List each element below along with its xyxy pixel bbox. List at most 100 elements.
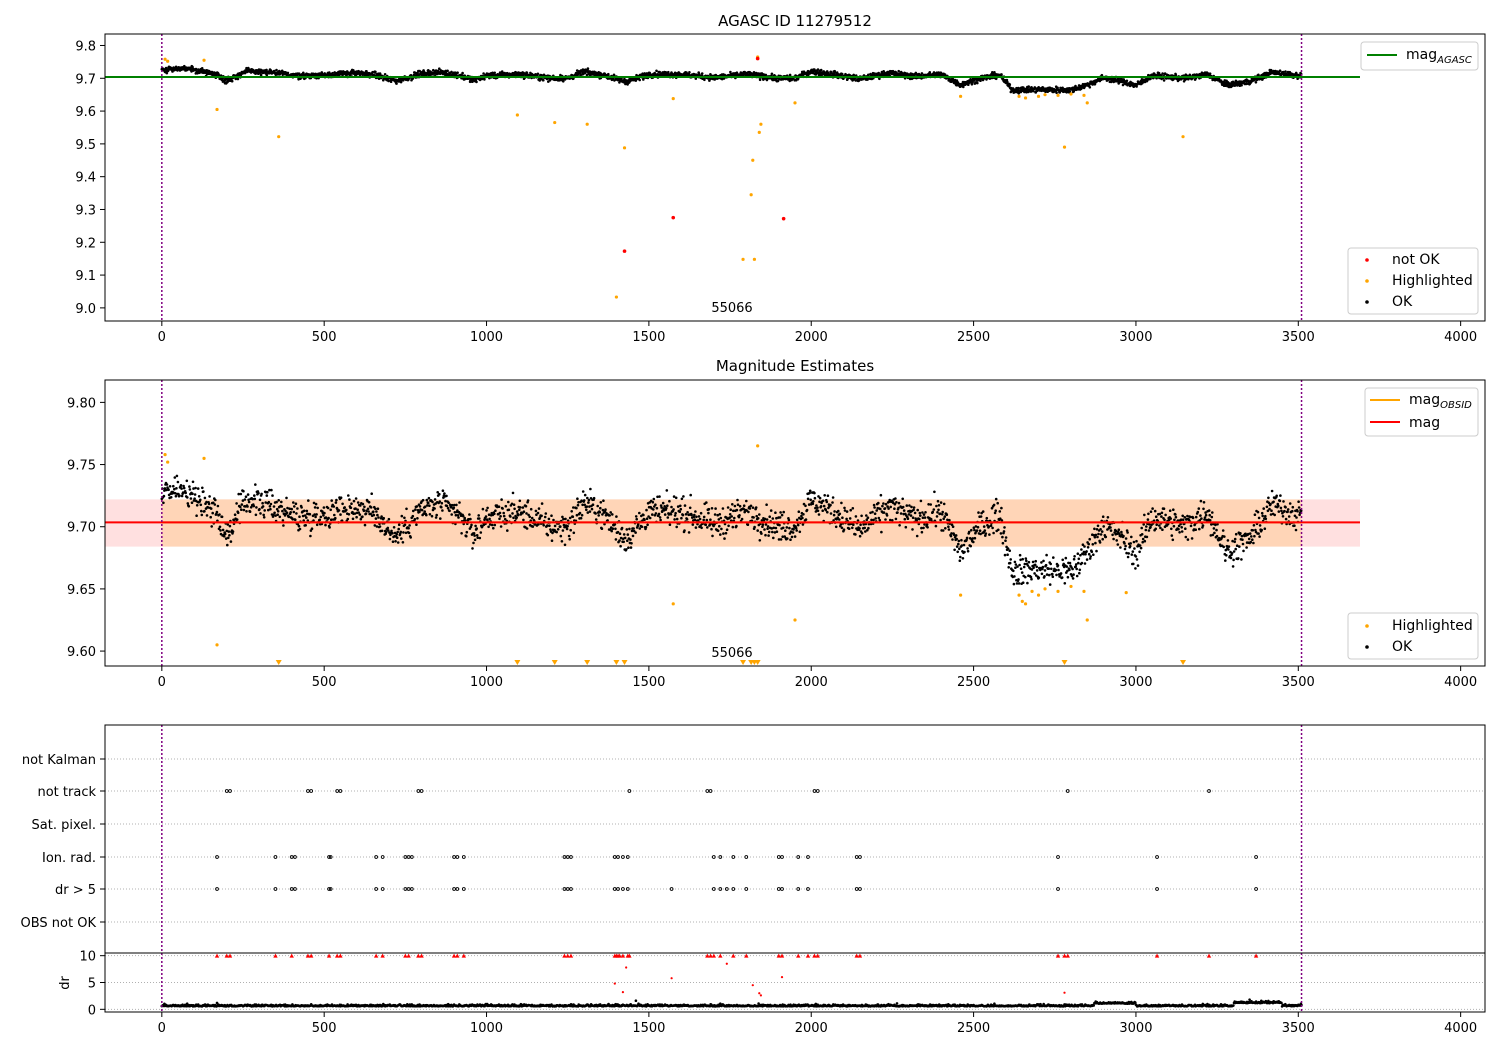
ok-point [912, 506, 916, 509]
ok-point [394, 540, 397, 543]
ok-point [670, 505, 673, 509]
ok-point [560, 540, 564, 543]
ok-point [536, 511, 540, 515]
ok-point [302, 509, 306, 513]
ok-point [957, 542, 960, 546]
ok-point [396, 530, 400, 534]
ok-point [772, 78, 775, 82]
ok-point [666, 504, 669, 508]
ok-point [778, 523, 781, 527]
ok-point [475, 527, 479, 530]
ok-point [230, 79, 234, 83]
ok-point [883, 507, 887, 510]
ok-point [600, 527, 604, 530]
ok-point [572, 531, 576, 535]
ok-point [604, 508, 607, 511]
ok-point [292, 501, 295, 504]
ok-point [618, 532, 622, 535]
ok-point [663, 513, 667, 516]
ok-point [1032, 566, 1035, 569]
ok-point [963, 550, 966, 554]
ok-point [1017, 582, 1021, 585]
ok-point [898, 524, 901, 527]
ok-point [686, 511, 689, 514]
ok-point [695, 515, 698, 519]
legend-highlighted-label: Highlighted [1392, 273, 1473, 289]
ok-point [654, 503, 657, 507]
ok-point [438, 67, 441, 70]
ok-point [188, 485, 191, 488]
ok-point [411, 514, 415, 518]
ok-point [763, 528, 766, 531]
highlighted-point [1181, 135, 1185, 139]
ok-point [1033, 572, 1036, 575]
ok-point [296, 507, 299, 510]
ok-point [223, 532, 227, 536]
ok-point [634, 531, 637, 534]
ok-point [355, 515, 358, 519]
ok-point [481, 507, 485, 511]
ok-point [1125, 79, 1129, 83]
ok-point [877, 501, 880, 505]
ok-point [314, 502, 318, 506]
ok-point [742, 504, 746, 508]
ok-point [905, 504, 909, 507]
ok-point [956, 550, 959, 554]
ok-point [220, 515, 224, 519]
ok-point [941, 529, 945, 532]
ok-point [901, 497, 904, 501]
ok-point [992, 503, 996, 507]
ok-point [501, 507, 504, 510]
ok-point [951, 525, 955, 528]
ok-point [884, 518, 887, 521]
ok-point [304, 524, 308, 527]
legend-ok-label: OK [1392, 294, 1413, 310]
ok-point [425, 498, 429, 502]
ok-point [399, 530, 403, 534]
highlighted-point [515, 113, 519, 117]
ok-point [586, 496, 589, 500]
ok-point [216, 504, 220, 508]
ok-point [259, 512, 262, 515]
ok-point [962, 543, 966, 547]
ok-point [332, 505, 336, 508]
ok-point [1002, 530, 1006, 533]
ok-point [339, 496, 343, 500]
ok-point [733, 516, 736, 520]
ok-point [587, 498, 591, 502]
highlighted-point [1085, 101, 1089, 105]
ok-point [845, 517, 848, 521]
not-ok-point [671, 215, 676, 220]
panel-1-x-tick-label: 0 [158, 330, 166, 345]
ok-point [813, 491, 816, 495]
ok-point [1045, 553, 1048, 557]
ok-point [432, 68, 435, 72]
ok-point [1278, 69, 1282, 72]
ok-point [793, 535, 797, 538]
ok-point [247, 66, 250, 70]
ok-point [1000, 519, 1004, 522]
ok-point [873, 512, 877, 515]
ok-point [831, 496, 835, 499]
ok-point [376, 513, 379, 517]
ok-point [730, 515, 733, 518]
ok-point [372, 513, 376, 517]
ok-point [934, 524, 938, 528]
ok-point [618, 539, 621, 542]
ok-point [388, 537, 392, 541]
ok-point [293, 505, 296, 508]
ok-point [666, 516, 670, 519]
ok-point [694, 526, 698, 529]
ok-point [392, 526, 396, 529]
ok-point [339, 513, 342, 516]
ok-point [923, 516, 927, 519]
ok-point [655, 69, 658, 73]
ok-point [313, 506, 317, 509]
ok-point [1030, 577, 1033, 581]
ok-point [292, 510, 296, 514]
ok-point [423, 510, 427, 513]
ok-point [428, 513, 432, 516]
ok-point [257, 491, 260, 495]
highlighted-point [622, 146, 627, 150]
ok-point [254, 483, 257, 486]
